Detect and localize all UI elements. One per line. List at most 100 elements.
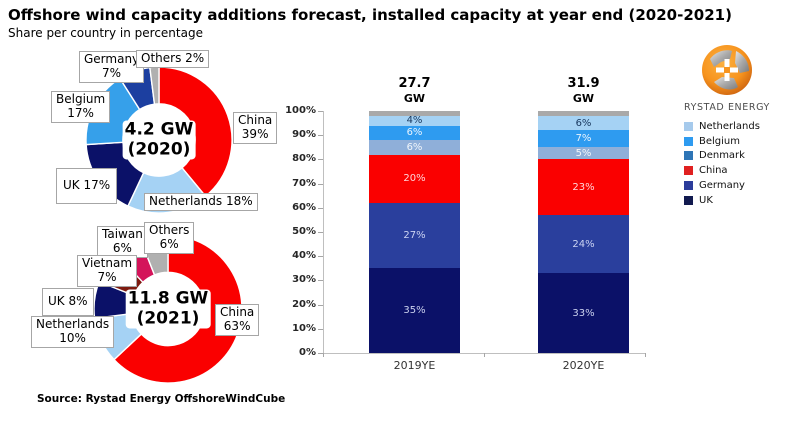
y-tick-label: 70% xyxy=(292,177,316,189)
y-tick-label: 50% xyxy=(292,226,316,237)
legend-item-netherlands: Netherlands xyxy=(684,119,760,134)
rystad-logo: RYSTAD ENERGY xyxy=(682,44,772,113)
bar-segment-denmark-2019YE: 6% xyxy=(369,140,460,155)
y-tick-mark xyxy=(318,207,323,209)
y-tick-mark xyxy=(318,159,323,161)
bar-segment-uk-2020YE: 33% xyxy=(538,273,629,353)
legend: Netherlands Belgium Denmark China Germany UK xyxy=(684,119,760,208)
legend-label: Germany xyxy=(699,180,745,192)
label-others-2020: Others 2% xyxy=(136,50,210,68)
bar-segment-germany-2020YE: 24% xyxy=(538,215,629,274)
y-tick-label: 10% xyxy=(292,322,316,334)
y-tick-label: 0% xyxy=(299,347,316,358)
bar-segment-value: 20% xyxy=(403,173,426,185)
legend-item-denmark: Denmark xyxy=(684,149,760,164)
bar-segment-value: 33% xyxy=(572,307,595,319)
bar-segment-value: 23% xyxy=(572,181,595,193)
page-subtitle: Share per country in percentage xyxy=(8,26,203,40)
bar-total-value: 27.7 xyxy=(398,76,431,91)
bar-segment-china-2019YE: 20% xyxy=(369,154,460,203)
label-uk-2020: UK 17% xyxy=(56,168,118,204)
bar-segment-denmark-2020YE: 5% xyxy=(538,147,629,160)
bar-segment-value: 6% xyxy=(575,117,592,129)
bar-segment-others-2019YE xyxy=(369,111,460,116)
label-belgium-2020: Belgium 17% xyxy=(51,91,111,123)
legend-label: Belgium xyxy=(699,135,740,147)
y-tick-mark xyxy=(318,183,323,185)
bar-segment-value: 6% xyxy=(406,141,423,153)
legend-swatch xyxy=(684,181,693,191)
bar-segment-value: 24% xyxy=(572,238,595,250)
label-netherlands-2020: Netherlands 18% xyxy=(144,193,258,211)
donut-2020-center-label: 4.2 GW (2020) xyxy=(122,119,196,160)
label-china-2021: China 63% xyxy=(215,304,260,336)
y-tick-mark xyxy=(318,353,323,354)
bar-segment-value: 35% xyxy=(403,305,426,317)
y-tick-label: 30% xyxy=(292,274,316,286)
legend-item-germany: Germany xyxy=(684,178,760,193)
bar-segment-china-2020YE: 23% xyxy=(538,159,629,216)
x-axis-line xyxy=(323,353,645,354)
bar-total-unit: GW xyxy=(572,92,595,105)
legend-item-china: China xyxy=(684,163,760,178)
bar-segment-others-2020YE xyxy=(538,111,629,116)
y-axis-line xyxy=(323,111,324,354)
y-tick-label: 90% xyxy=(292,129,316,141)
y-tick-mark xyxy=(318,256,323,258)
bar-segment-belgium-2020YE: 7% xyxy=(538,130,629,148)
bar-segment-value: 5% xyxy=(575,147,592,159)
legend-swatch xyxy=(684,195,693,205)
y-tick-label: 80% xyxy=(292,153,316,165)
legend-swatch xyxy=(684,136,693,146)
legend-swatch xyxy=(684,121,693,131)
y-tick-mark xyxy=(318,111,323,112)
label-uk-2021: UK 8% xyxy=(42,288,94,316)
y-tick-label: 60% xyxy=(292,201,316,213)
y-tick-label: 100% xyxy=(285,105,316,116)
legend-item-uk: UK xyxy=(684,193,760,208)
bar-segment-germany-2019YE: 27% xyxy=(369,202,460,269)
label-netherlands-2021: Netherlands 10% xyxy=(31,316,115,348)
legend-label: Netherlands xyxy=(699,120,760,132)
y-tick-mark xyxy=(318,135,323,137)
bar-segment-value: 6% xyxy=(406,127,423,139)
legend-label: China xyxy=(699,165,728,177)
y-tick-mark xyxy=(318,232,323,233)
source-note: Source: Rystad Energy OffshoreWindCube xyxy=(37,393,286,405)
legend-item-belgium: Belgium xyxy=(684,134,760,149)
slice-china-2020 xyxy=(158,66,233,198)
legend-swatch xyxy=(684,166,693,176)
bar-segment-netherlands-2019YE: 4% xyxy=(369,115,460,127)
y-tick-mark xyxy=(318,328,323,330)
legend-swatch xyxy=(684,151,693,161)
donut-2021-center-label: 11.8 GW (2021) xyxy=(125,288,211,329)
y-tick-mark xyxy=(318,304,323,306)
bar-segment-value: 27% xyxy=(403,230,426,242)
bar-segment-uk-2019YE: 35% xyxy=(369,268,460,353)
bar-total-value: 31.9 xyxy=(567,76,600,91)
logo-text: RYSTAD ENERGY xyxy=(684,102,770,113)
bar-segment-netherlands-2020YE: 6% xyxy=(538,115,629,131)
x-category-label: 2020YE xyxy=(562,359,605,372)
label-germany-2020: Germany 7% xyxy=(79,51,145,83)
x-category-label: 2019YE xyxy=(393,359,436,372)
legend-label: Denmark xyxy=(699,150,745,162)
y-tick-label: 40% xyxy=(292,250,316,262)
legend-label: UK xyxy=(699,194,713,206)
bar-segment-value: 7% xyxy=(575,133,592,145)
bar-segment-belgium-2019YE: 6% xyxy=(369,125,460,141)
label-taiwan-2021: Taiwan 6% xyxy=(97,226,148,258)
label-china-2020: China 39% xyxy=(233,112,278,144)
page-title: Offshore wind capacity additions forecas… xyxy=(8,6,732,24)
x-tick-mark xyxy=(645,353,646,357)
bar-segment-value: 4% xyxy=(406,115,423,127)
globe-icon xyxy=(702,45,752,95)
label-vietnam-2021: Vietnam 7% xyxy=(77,255,138,287)
y-tick-mark xyxy=(318,280,323,282)
label-others-2021: Others 6% xyxy=(144,222,195,254)
bar-total-unit: GW xyxy=(403,92,426,105)
y-tick-label: 20% xyxy=(292,298,316,310)
x-tick-mark xyxy=(323,353,324,357)
x-tick-mark xyxy=(484,353,485,357)
